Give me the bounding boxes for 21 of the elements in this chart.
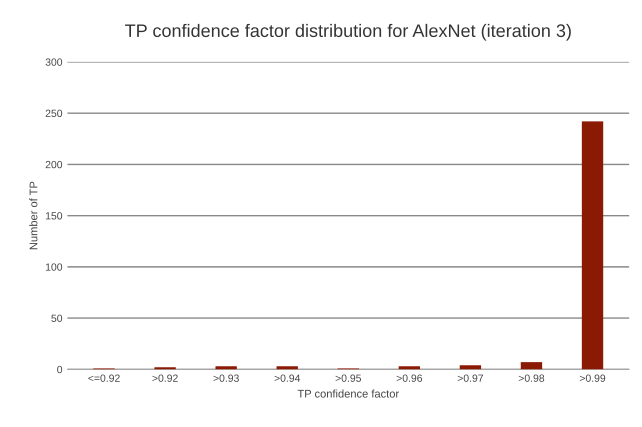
x-tick-label: >0.94 xyxy=(274,374,300,382)
x-tick-label: >0.97 xyxy=(458,374,484,382)
y-tick-label: 300 xyxy=(46,58,62,66)
y-tick-label: 50 xyxy=(51,314,62,322)
x-tick-label: >0.96 xyxy=(396,374,422,382)
y-tick-label: 200 xyxy=(46,160,62,168)
x-tick-label: >0.92 xyxy=(152,374,178,382)
y-tick-label: 250 xyxy=(46,110,62,118)
x-tick-label: >0.98 xyxy=(518,374,544,382)
x-tick-label: <=0.92 xyxy=(88,374,120,382)
x-tick-label: >0.99 xyxy=(580,374,606,382)
x-tick-label: >0.93 xyxy=(214,374,239,382)
y-tick-label: 0 xyxy=(57,366,62,374)
x-tick-label: >0.95 xyxy=(336,374,362,382)
x-axis-title: TP confidence factor xyxy=(298,389,399,398)
chart-title: TP confidence factor distribution for AlexNet (iteration 3) xyxy=(125,24,571,41)
bar xyxy=(520,362,542,370)
y-tick-label: 150 xyxy=(46,212,62,220)
y-axis-title: Number of TP xyxy=(29,182,38,250)
y-tick-label: 100 xyxy=(46,263,62,271)
bar xyxy=(582,121,604,370)
